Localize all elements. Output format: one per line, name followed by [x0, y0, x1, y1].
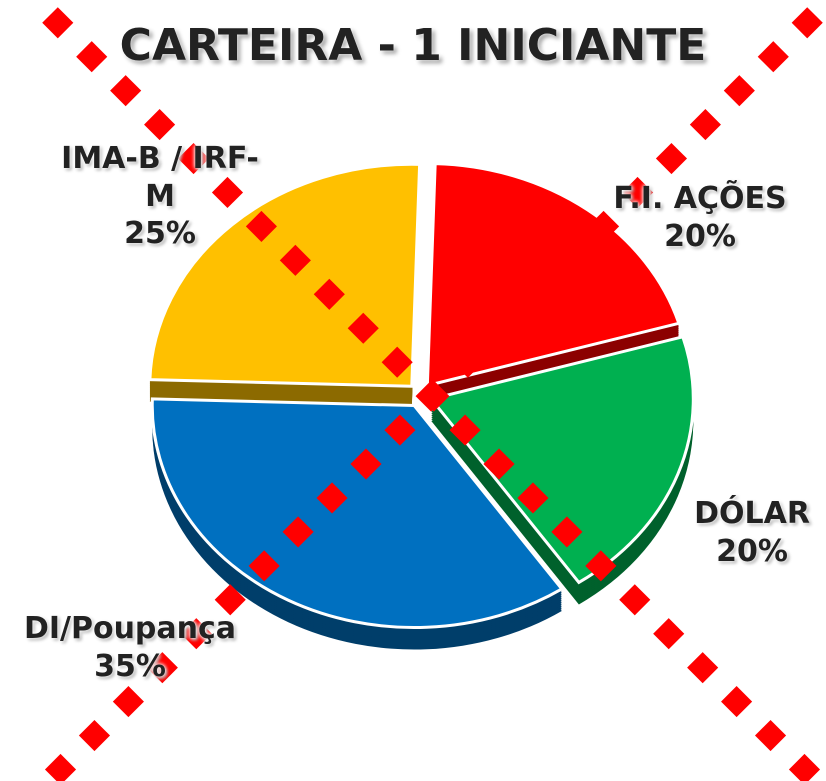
- category-label: DÓLAR: [694, 496, 810, 531]
- value-label: 25%: [124, 216, 196, 251]
- category-label: DI/Poupança: [23, 611, 237, 646]
- category-label: F.I. AÇÕES: [613, 181, 787, 216]
- cross-line: [42, 7, 823, 781]
- value-label: 20%: [664, 219, 736, 254]
- category-label: IMA-B / IRF-M: [61, 141, 259, 214]
- value-label: 35%: [94, 649, 166, 684]
- chart-title: CARTEIRA - 1 INICIANTE: [119, 20, 707, 71]
- value-label: 20%: [716, 534, 788, 569]
